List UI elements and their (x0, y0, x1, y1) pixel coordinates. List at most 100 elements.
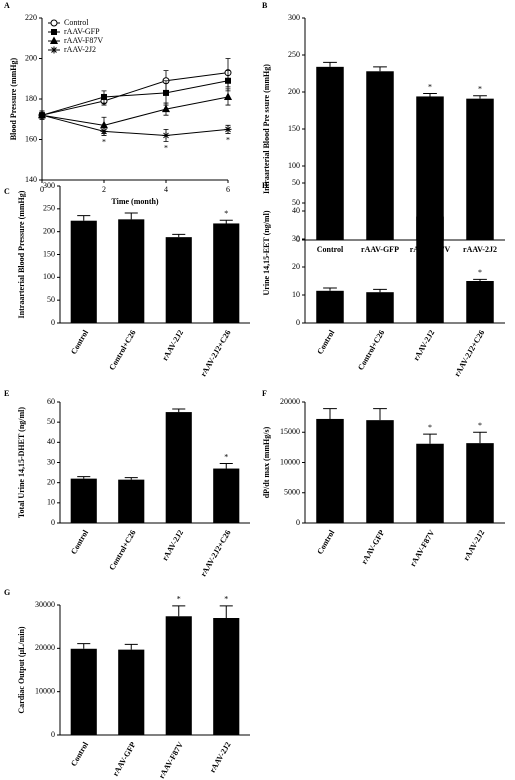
error-bar (373, 288, 387, 293)
y-tick-label: 50 (292, 198, 300, 207)
bar (416, 443, 444, 523)
significance: * (428, 82, 432, 91)
error-bar (219, 463, 233, 469)
significance: * (177, 595, 181, 604)
x-tick-label: rAAV-GFP (360, 528, 387, 565)
y-axis-label: Total Urine 14,15-DHET (ng/ml) (17, 407, 26, 518)
y-tick-label: 100 (43, 272, 55, 281)
bar (118, 219, 145, 323)
y-tick-label: 150 (43, 249, 55, 258)
y-axis-label: Intraarterial Blood Pre ssure (mmHg) (262, 64, 271, 194)
x-tick-label: Control (315, 328, 336, 356)
x-tick-label: rAAV-2J2 (160, 528, 185, 562)
y-tick-label: 200 (43, 226, 55, 235)
y-tick-label: 20 (292, 262, 300, 271)
x-tick-label: 2 (102, 185, 106, 194)
significance: * (428, 423, 432, 432)
x-tick-label: rAAV-2J2+C26 (199, 328, 233, 378)
line (41, 114, 229, 136)
x-tick-label: Control (69, 528, 90, 556)
y-tick-label: 50 (292, 178, 300, 187)
y-axis-label: Intraarterial Blood Pressure (mmHg) (17, 190, 26, 318)
y-tick-label: 300 (43, 181, 55, 190)
y-tick-label: 150 (288, 124, 300, 133)
point (161, 104, 171, 113)
point (38, 111, 46, 119)
significance: * (164, 143, 168, 152)
x-tick-label: Control (315, 528, 336, 556)
x-tick-label: Control+C26 (107, 528, 137, 571)
point (100, 127, 108, 135)
y-tick-label: 40 (47, 437, 55, 446)
x-tick-label: Control+C26 (107, 328, 137, 371)
y-tick-label: 60 (47, 397, 55, 406)
error-bar (373, 408, 387, 421)
bar (213, 468, 240, 523)
error-bar (172, 408, 186, 413)
significance: * (224, 595, 228, 604)
y-tick-label: 20000 (280, 397, 300, 406)
error-bar (373, 66, 387, 72)
error-bar (423, 92, 437, 97)
y-tick-label: 300 (288, 13, 300, 22)
error-bar (172, 233, 186, 238)
error-bar (323, 61, 337, 67)
y-tick-label: 5000 (284, 488, 300, 497)
bar (366, 292, 394, 323)
x-tick-label: rAAV-F87V (408, 528, 436, 568)
bar (70, 220, 97, 323)
bar (213, 618, 240, 735)
x-tick-label: Control (69, 328, 90, 356)
point (223, 92, 233, 100)
x-tick-label: 6 (226, 185, 230, 194)
error-bar (423, 212, 437, 217)
significance: * (224, 452, 228, 461)
bar (366, 420, 394, 523)
y-tick-label: 30 (292, 234, 300, 243)
y-tick-label: 0 (296, 235, 300, 244)
point (101, 93, 107, 100)
y-tick-label: 0 (296, 318, 300, 327)
error-bar (323, 408, 337, 419)
panel-label: G (4, 588, 10, 597)
bar (118, 479, 145, 523)
significance: * (102, 137, 106, 146)
bar (316, 290, 344, 323)
x-tick-label: 4 (164, 185, 168, 194)
point (225, 77, 231, 84)
bar (466, 443, 494, 523)
line (41, 96, 229, 126)
bar (118, 649, 145, 735)
line (41, 80, 229, 116)
bar (213, 223, 240, 323)
x-tick-label: rAAV-2J2+C26 (452, 328, 486, 378)
x-tick-label: rAAV-2J2 (463, 245, 497, 254)
y-tick-label: 10 (292, 290, 300, 299)
point (49, 36, 59, 44)
panel-label: E (4, 389, 9, 398)
point (51, 29, 57, 35)
x-tick-label: rAAV-GFP (111, 740, 138, 777)
error-bar (219, 605, 233, 618)
error-bar (323, 287, 337, 291)
bar (316, 66, 344, 240)
panel-label: D (262, 181, 268, 190)
y-tick-label: 200 (288, 87, 300, 96)
y-axis-label: Cardiac Output (μL/min) (17, 626, 26, 714)
y-axis-label: dP/dt max (mmHg/s) (262, 426, 271, 498)
x-tick-label: Control (317, 245, 344, 254)
y-tick-label: 0 (51, 318, 55, 327)
y-tick-label: 30 (47, 457, 55, 466)
y-tick-label: 10 (47, 498, 55, 507)
line (41, 72, 229, 116)
x-tick-label: rAAV-2J2 (462, 528, 487, 562)
x-tick-label: rAAV-GFP (361, 245, 399, 254)
y-tick-label: 10000 (280, 457, 300, 466)
y-tick-label: 160 (25, 134, 37, 143)
bar (316, 418, 344, 523)
x-tick-label: rAAV-2J2 (160, 328, 185, 362)
error-bar (124, 643, 138, 650)
y-tick-label: 0 (51, 730, 55, 739)
significance: * (478, 421, 482, 430)
